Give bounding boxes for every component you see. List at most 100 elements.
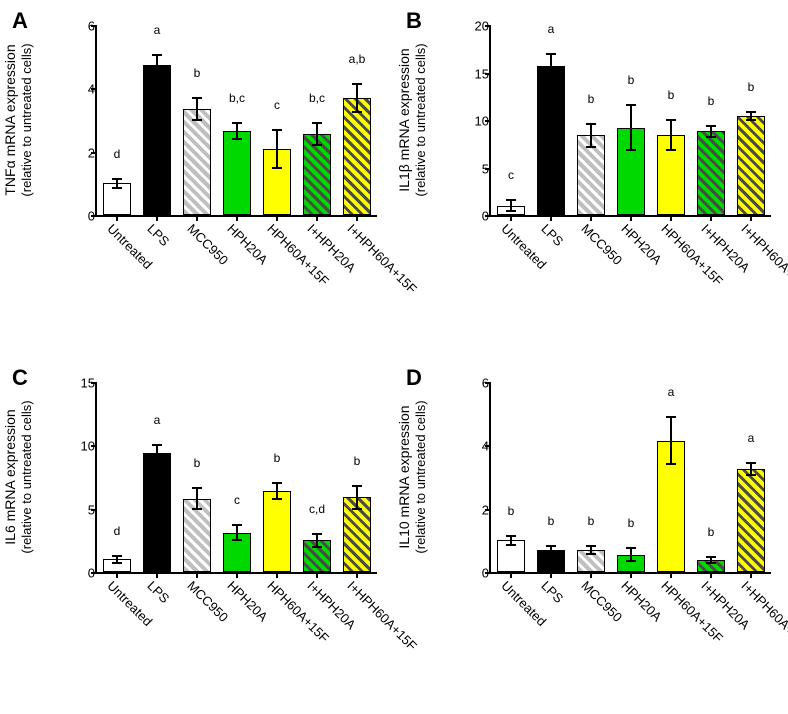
bars-group: dabb,ccb,ca,b [97, 25, 377, 215]
error-cap [152, 54, 162, 56]
y-tick-mark [485, 215, 491, 217]
error-bar [356, 84, 358, 113]
x-tick-label: HPH20A [618, 578, 664, 624]
bar [343, 98, 372, 215]
error-cap [352, 83, 362, 85]
error-bar [590, 124, 592, 147]
x-tick-mark [510, 215, 512, 221]
x-tick-mark [630, 572, 632, 578]
error-cap [232, 539, 242, 541]
significance-label: b [354, 454, 361, 468]
error-cap [626, 547, 636, 549]
x-tick-mark [510, 572, 512, 578]
error-cap [666, 119, 676, 121]
panel-label: B [406, 8, 422, 34]
panel-b: B05101520cabbbbbUntreatedLPSMCC950HPH20A… [394, 0, 788, 357]
plot-area: 051015dabcbc,dbUntreatedLPSMCC950HPH20AH… [95, 382, 377, 574]
x-tick-mark [116, 572, 118, 578]
x-tick-label: MCC950 [184, 578, 231, 625]
error-cap [192, 508, 202, 510]
error-cap [546, 77, 556, 79]
error-cap [352, 111, 362, 113]
error-cap [746, 462, 756, 464]
error-bar [156, 445, 158, 460]
error-cap [746, 119, 756, 121]
x-tick-mark [276, 215, 278, 221]
error-cap [706, 562, 716, 564]
x-tick-mark [710, 215, 712, 221]
x-tick-mark [196, 572, 198, 578]
significance-label: b [628, 516, 635, 530]
y-axis-label: IL1β mRNA expression(relative to untreat… [396, 43, 428, 196]
error-bar [196, 488, 198, 508]
error-bar [670, 417, 672, 465]
error-cap [546, 53, 556, 55]
error-bar [196, 98, 198, 120]
bar [737, 116, 766, 215]
error-cap [112, 187, 122, 189]
y-tick-mark [485, 572, 491, 574]
x-tick-label: MCC950 [578, 578, 625, 625]
significance-label: a,b [349, 52, 366, 66]
significance-label: b [194, 66, 201, 80]
x-tick-mark [550, 572, 552, 578]
error-cap [546, 545, 556, 547]
y-axis-label: TNFα mRNA expression(relative to untreat… [2, 43, 34, 196]
x-tick-label: MCC950 [578, 221, 625, 268]
x-tick-mark [356, 215, 358, 221]
bar [537, 66, 566, 215]
error-cap [666, 463, 676, 465]
error-cap [586, 146, 596, 148]
error-cap [666, 149, 676, 151]
figure: A0246dabb,ccb,ca,bUntreatedLPSMCC950HPH2… [0, 0, 788, 714]
significance-label: b [708, 525, 715, 539]
x-tick-label: LPS [538, 221, 566, 249]
panel-label: C [12, 365, 28, 391]
error-bar [550, 54, 552, 79]
x-tick-label: MCC950 [184, 221, 231, 268]
y-axis-label-line2: (relative to untreated cells) [413, 43, 429, 196]
panel-label: D [406, 365, 422, 391]
error-cap [272, 129, 282, 131]
y-axis-label-line2: (relative to untreated cells) [19, 43, 35, 196]
error-cap [112, 178, 122, 180]
y-axis-label-line2: (relative to untreated cells) [413, 400, 429, 553]
significance-label: d [114, 147, 121, 161]
bar [223, 131, 252, 215]
x-tick-mark [590, 215, 592, 221]
significance-label: b [748, 80, 755, 94]
x-tick-mark [750, 215, 752, 221]
error-cap [192, 487, 202, 489]
x-tick-mark [316, 572, 318, 578]
error-cap [586, 553, 596, 555]
panel-c: C 051015dabcbc,dbUntreatedLPSMCC950HPH20A… [0, 357, 394, 714]
x-tick-mark [316, 215, 318, 221]
error-bar [276, 130, 278, 168]
error-cap [112, 562, 122, 564]
error-cap [626, 560, 636, 562]
significance-label: c [274, 98, 280, 112]
y-axis-label-line1: IL10 mRNA expression [396, 405, 412, 548]
error-bar [630, 105, 632, 151]
error-cap [706, 136, 716, 138]
error-cap [312, 144, 322, 146]
bars-group: bbbbaba [491, 382, 771, 572]
error-cap [706, 556, 716, 558]
bar [143, 65, 172, 215]
error-bar [316, 123, 318, 145]
x-tick-mark [710, 572, 712, 578]
error-cap [352, 485, 362, 487]
error-bar [156, 55, 158, 74]
significance-label: b [668, 88, 675, 102]
x-tick-mark [156, 572, 158, 578]
significance-label: b [194, 456, 201, 470]
bar [697, 131, 726, 215]
panel-a: A0246dabb,ccb,ca,bUntreatedLPSMCC950HPH2… [0, 0, 394, 357]
y-axis-label: IL6 mRNA expression(relative to untreate… [2, 400, 34, 553]
error-cap [706, 125, 716, 127]
x-tick-mark [630, 215, 632, 221]
error-cap [312, 533, 322, 535]
error-bar [236, 525, 238, 540]
bar [263, 491, 292, 572]
x-tick-label: HPH20A [224, 578, 270, 624]
